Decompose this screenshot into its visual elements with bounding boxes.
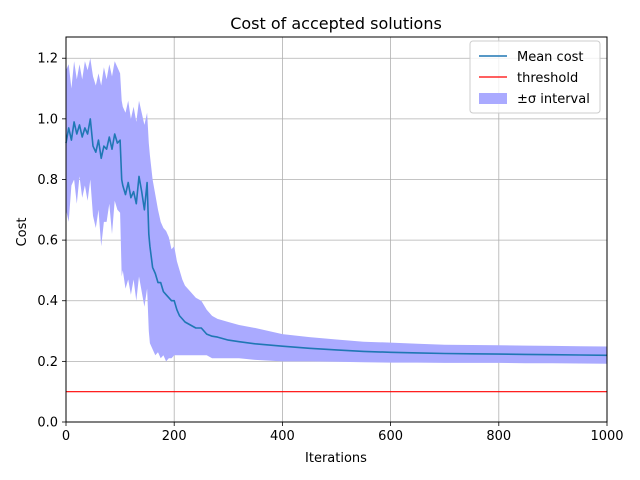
x-axis-label: Iterations: [305, 451, 367, 466]
legend-band-swatch: [479, 93, 507, 104]
legend-mean-label: Mean cost: [517, 50, 584, 65]
series-lines: [65, 118, 608, 393]
legend-threshold-label: threshold: [517, 71, 578, 86]
legend: Mean cost threshold ±σ interval: [469, 40, 601, 114]
x-tick-label: 400: [270, 429, 295, 444]
x-axis-ticks: 0 200 400 600 800 1000: [62, 422, 624, 444]
sigma-band-area: [66, 58, 607, 364]
y-tick-label: 1.0: [37, 112, 58, 127]
y-axis-ticks: 0.0 0.2 0.4 0.6 0.8 1.0 1.2: [37, 52, 66, 431]
sigma-band-layer: [66, 58, 607, 364]
x-tick-label: 1000: [590, 429, 623, 444]
legend-band-label: ±σ interval: [517, 92, 590, 107]
y-tick-label: 0.8: [37, 173, 58, 188]
y-tick-label: 0.6: [37, 234, 58, 249]
x-tick-label: 800: [486, 429, 511, 444]
y-tick-label: 0.4: [37, 294, 58, 309]
chart-title: Cost of accepted solutions: [230, 14, 442, 33]
mean-cost-line: [65, 118, 608, 357]
x-tick-label: 0: [62, 429, 70, 444]
axes-frame: [65, 36, 608, 423]
y-tick-label: 0.0: [37, 416, 58, 431]
y-tick-label: 0.2: [37, 355, 58, 370]
y-axis-label: Cost: [15, 218, 30, 247]
x-tick-label: 200: [162, 429, 187, 444]
y-tick-label: 1.2: [37, 52, 58, 67]
x-tick-label: 600: [378, 429, 403, 444]
